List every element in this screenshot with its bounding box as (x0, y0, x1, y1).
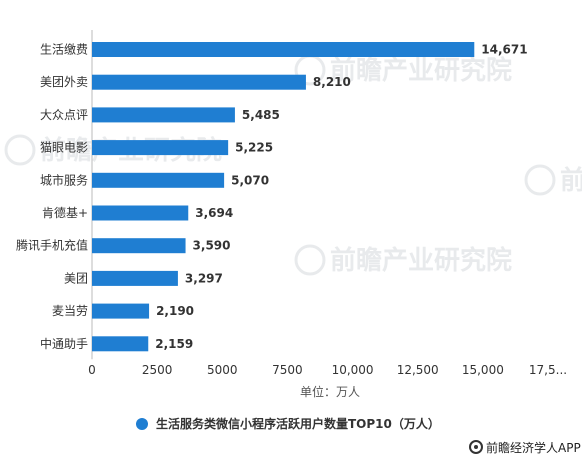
bar (92, 336, 149, 352)
bar (92, 205, 189, 221)
bar (92, 74, 306, 90)
value-label: 14,671 (481, 43, 527, 57)
bars (92, 42, 475, 352)
bar (92, 270, 178, 286)
x-axis-title: 单位：万人 (300, 384, 360, 399)
watermark: 前瞻产业研究院 (294, 244, 512, 276)
value-labels: 14,671 8,210 5,485 5,225 5,070 3,694 3,590 3,29… (155, 43, 527, 351)
watermark-text: 前瞻产业研究院 (330, 55, 512, 86)
credit-label: 前瞻经济学人APP (486, 440, 581, 455)
watermark: 前瞻产业研究院 (524, 164, 582, 196)
x-tick-label: 0 (88, 363, 96, 377)
value-label: 3,297 (185, 271, 223, 285)
value-label: 2,159 (155, 337, 193, 351)
watermark-icon (4, 134, 36, 166)
bar (92, 140, 229, 156)
credit: 前瞻经济学人APP (469, 440, 581, 455)
legend: 生活服务类微信小程序活跃用户数量TOP10（万人） (136, 416, 440, 431)
bar (92, 107, 235, 123)
category-label: 美团外卖 (40, 75, 88, 89)
value-label: 8,210 (313, 75, 351, 89)
bar (92, 172, 225, 188)
x-tick-label: 10,000 (332, 363, 374, 377)
category-label: 美团 (64, 271, 88, 285)
qianzhan-logo-icon (469, 440, 483, 454)
value-label: 5,225 (235, 141, 273, 155)
x-tick-labels: 0 2500 5000 7500 10,000 12,500 15,000 17,5... (88, 363, 567, 377)
bar (92, 42, 475, 57)
x-tick-label: 2500 (142, 363, 173, 377)
legend-marker (136, 418, 148, 430)
category-label: 腾讯手机充值 (16, 238, 88, 253)
x-tick-label: 5000 (207, 363, 238, 377)
x-tick-label: 15,000 (462, 363, 504, 377)
x-tick-label: 17,5... (529, 363, 567, 377)
x-tick-label: 12,500 (397, 363, 439, 377)
category-label: 城市服务 (40, 172, 88, 187)
watermark-text: 前瞻产业研究院 (560, 165, 582, 196)
value-label: 3,694 (195, 206, 233, 220)
watermark-icon (524, 164, 556, 196)
value-label: 5,070 (231, 173, 269, 187)
legend-label: 生活服务类微信小程序活跃用户数量TOP10（万人） (156, 416, 440, 431)
category-label: 中通助手 (40, 336, 88, 351)
value-label: 2,190 (156, 304, 194, 318)
category-label: 生活缴费 (40, 42, 88, 57)
value-label: 3,590 (193, 239, 231, 253)
watermark-icon (294, 244, 326, 276)
category-label: 大众点评 (40, 108, 88, 122)
category-label: 麦当劳 (52, 304, 88, 318)
category-label: 猫眼电影 (40, 141, 88, 155)
watermark-text: 前瞻产业研究院 (330, 245, 512, 276)
value-label: 5,485 (242, 108, 280, 122)
category-label: 肯德基+ (42, 205, 88, 220)
x-tick-label: 7500 (272, 363, 303, 377)
bar (92, 238, 186, 254)
bar (92, 303, 150, 319)
